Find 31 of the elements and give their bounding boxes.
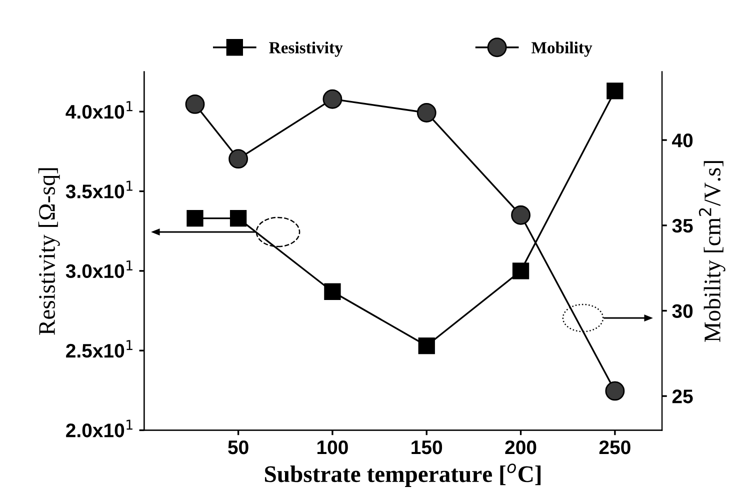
y2-tick-label: 35: [672, 218, 693, 233]
y-tick-label: 2.5x10$^{1}$: [66, 340, 132, 358]
y-tick-label: 3.5x10$^{1}$: [66, 180, 132, 198]
point: [228, 149, 248, 169]
x-tick-label: 150: [412, 440, 442, 454]
point: [605, 381, 625, 401]
x-tick-label: 100: [317, 440, 348, 454]
x-axis-title: Substrate temperature [$^{o}$C]: [265, 464, 541, 487]
x-tick-label: 50: [228, 440, 248, 454]
y-tick-label: 3.0x10$^{1}$: [66, 260, 132, 278]
y-tick-label: 2.0x10$^{1}$: [66, 420, 132, 438]
point: [418, 337, 435, 354]
point: [416, 103, 436, 122]
y-axis-title: Resistivity [Ω-sq]: [38, 168, 60, 335]
point: [230, 210, 247, 227]
point: [185, 94, 205, 114]
y2-tick-label: 25: [672, 390, 693, 404]
point: [324, 283, 341, 300]
point: [511, 205, 530, 225]
point: [606, 82, 624, 100]
point: [186, 210, 204, 227]
legend-label: Resistivity: [269, 42, 343, 57]
x-tick-label: 250: [599, 440, 630, 454]
y2-tick-label: 40: [672, 134, 693, 148]
y2-tick-label: 30: [672, 304, 693, 318]
y-tick-label: 4.0x10$^{1}$: [66, 101, 132, 119]
point: [322, 89, 342, 109]
x-tick-label: 200: [505, 440, 536, 454]
point: [512, 262, 530, 280]
y2-axis-title: Mobility [cm$^{2}$/V.s]: [698, 161, 726, 342]
legend-label: Mobility: [532, 42, 592, 57]
